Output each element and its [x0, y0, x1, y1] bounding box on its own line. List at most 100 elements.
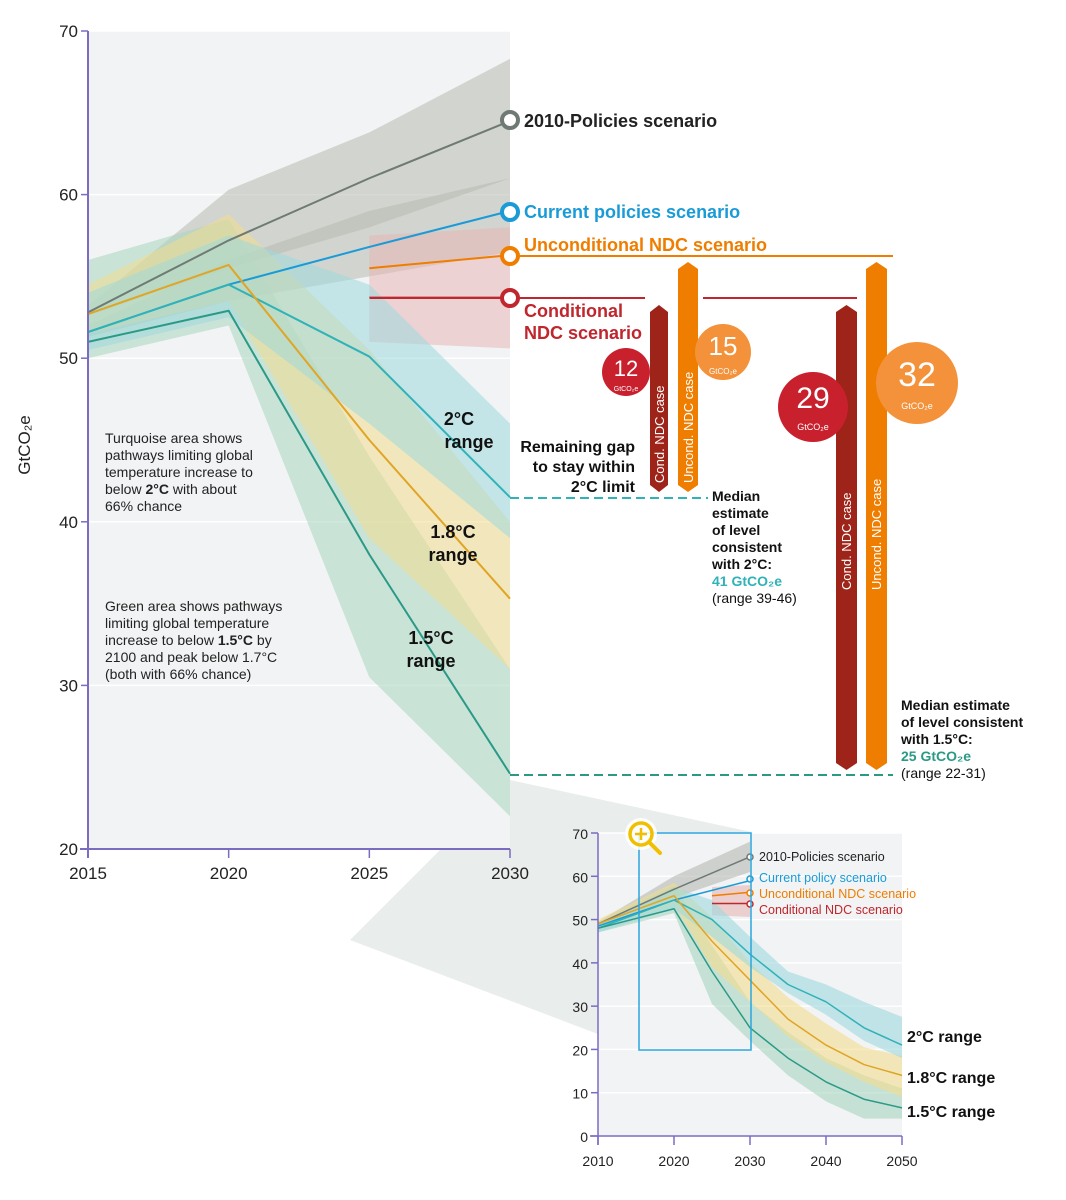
range-15c-line1: 1.5°C: [408, 628, 453, 648]
gap-line: Remaining gap: [520, 439, 635, 456]
t18-band: [88, 214, 510, 670]
policies2010-line: [597, 856, 751, 925]
gap-bubble-12: 12 GtCO₂e: [602, 348, 650, 396]
gap-bars: Cond. NDC case Uncond. NDC case Cond. ND…: [650, 262, 887, 770]
label-cond-2: NDC scenario: [524, 323, 642, 343]
current-marker: [500, 202, 520, 222]
t18-line: [597, 895, 903, 1077]
bubble-unit: GtCO₂e: [614, 386, 639, 393]
y-tick-label: 60: [59, 186, 78, 205]
range-18c-line1: 1.8°C: [430, 522, 475, 542]
x-tick-label: 2040: [810, 1153, 841, 1169]
label-uncond: Unconditional NDC scenario: [524, 235, 767, 255]
inset-range-2c: 2°C range: [907, 1029, 982, 1046]
x-tick-label: 2020: [210, 864, 248, 883]
t15-band: [88, 219, 510, 817]
median-line: of level consistent: [901, 714, 1023, 730]
range-15c-line2: range: [406, 651, 455, 671]
main-lines: [87, 120, 511, 775]
range-2c-line2: range: [444, 432, 493, 452]
bar-label-cond: Cond. NDC case: [839, 492, 854, 590]
inset-range-18c: 1.8°C range: [907, 1070, 995, 1087]
bar-label-uncond: Uncond. NDC case: [869, 479, 884, 590]
inset-label-policies2010: 2010-Policies scenario: [759, 850, 885, 864]
y-tick-label: 50: [59, 349, 78, 368]
median-range: (range 22-31): [901, 765, 986, 781]
y-tick-label: 70: [572, 826, 588, 842]
range-labels: 2°C range 1.8°C range 1.5°C range: [406, 409, 493, 671]
median-value: 41 GtCO₂e: [712, 573, 782, 589]
median-15c-note: Median estimate of level consistent with…: [900, 697, 1023, 781]
median-range: (range 39-46): [712, 590, 797, 606]
scenario-markers: [500, 110, 520, 308]
gap-bar-2c-cond: [650, 305, 668, 492]
inset-label-uncond: Unconditional NDC scenario: [759, 887, 916, 901]
x-tick-label: 2050: [886, 1153, 917, 1169]
y-tick-label: 20: [59, 840, 78, 859]
inset-label-cond: Conditional NDC scenario: [759, 903, 903, 917]
note-line: temperature increase to: [105, 464, 253, 480]
median-value: 25 GtCO₂e: [901, 748, 971, 764]
zoom-region-box: [638, 832, 752, 1051]
median-2c-note: Median estimate of level consistent with…: [711, 488, 797, 606]
gap-bubbles: 12 GtCO₂e 15 GtCO₂e 29 GtCO₂e 32 GtCO₂e: [602, 324, 958, 442]
t15-line: [87, 309, 511, 775]
note-line: 2100 and peak below 1.7°C: [105, 649, 277, 665]
bar-label-cond: Cond. NDC case: [652, 385, 667, 483]
y-tick-label: 20: [572, 1042, 588, 1058]
y-tick-label: 10: [572, 1086, 588, 1102]
bubble-unit: GtCO₂e: [797, 422, 829, 432]
inset-lines: [597, 856, 903, 1109]
median-line: with 2°C:: [711, 556, 772, 572]
note-line: below 2°C with about: [105, 481, 237, 497]
note-line: 66% chance: [105, 498, 182, 514]
uncond-marker: [500, 246, 520, 266]
gap-bar-2c-uncond: [678, 262, 698, 492]
bubble-value: 29: [796, 382, 829, 415]
x-tick-label: 2030: [734, 1153, 765, 1169]
main-bands: [88, 58, 510, 817]
gap-text: Remaining gap to stay within 2°C limit: [520, 439, 635, 496]
label-policies2010: 2010-Policies scenario: [524, 111, 717, 131]
cond-marker: [500, 288, 520, 308]
median-line: of level: [712, 522, 760, 538]
note-green: Green area shows pathways limiting globa…: [105, 598, 282, 682]
y-tick-label: 30: [572, 999, 588, 1015]
x-tick-label: 2020: [658, 1153, 689, 1169]
y-tick-label: 40: [59, 513, 78, 532]
label-cond-1: Conditional: [524, 301, 623, 321]
note-line: increase to below 1.5°C by: [105, 632, 272, 648]
note-line: limiting global temperature: [105, 615, 269, 631]
y-tick-label: 50: [572, 913, 588, 929]
t20-band: [88, 235, 510, 539]
gap-line: to stay within: [533, 459, 635, 476]
gap-bubble-32: 32 GtCO₂e: [876, 342, 958, 424]
note-turquoise: Turquoise area shows pathways limiting g…: [105, 430, 253, 514]
uncond-line: [711, 891, 751, 897]
zoom-in-icon[interactable]: [625, 818, 662, 855]
x-tick-label: 2010: [582, 1153, 613, 1169]
bubble-value: 12: [614, 356, 638, 381]
median-line: estimate: [712, 505, 769, 521]
t20-line: [87, 283, 511, 498]
label-current: Current policies scenario: [524, 202, 740, 222]
median-line: Median estimate: [901, 697, 1010, 713]
y-tick-label: 0: [580, 1129, 588, 1145]
y-tick-label: 40: [572, 956, 588, 972]
y-tick-label: 70: [59, 22, 78, 41]
median-line: Median: [712, 488, 760, 504]
policies2010-marker: [500, 110, 520, 130]
note-line: pathways limiting global: [105, 447, 253, 463]
t15-line: [597, 908, 903, 1109]
t18-band: [598, 882, 902, 1098]
median-line: consistent: [712, 539, 782, 555]
inset-label-current: Current policy scenario: [759, 871, 887, 885]
t18-line: [87, 263, 511, 600]
bubble-unit: GtCO₂e: [901, 401, 933, 411]
gap-bubble-15: 15 GtCO₂e: [695, 324, 751, 380]
inset-range-15c: 1.5°C range: [907, 1104, 995, 1121]
gap-bubble-29: 29 GtCO₂e: [778, 372, 848, 442]
